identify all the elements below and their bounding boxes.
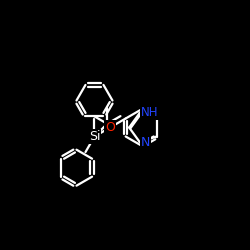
Text: NH: NH bbox=[141, 106, 158, 120]
Text: O: O bbox=[105, 121, 115, 134]
Text: Si: Si bbox=[89, 130, 100, 143]
Text: N: N bbox=[141, 136, 150, 148]
